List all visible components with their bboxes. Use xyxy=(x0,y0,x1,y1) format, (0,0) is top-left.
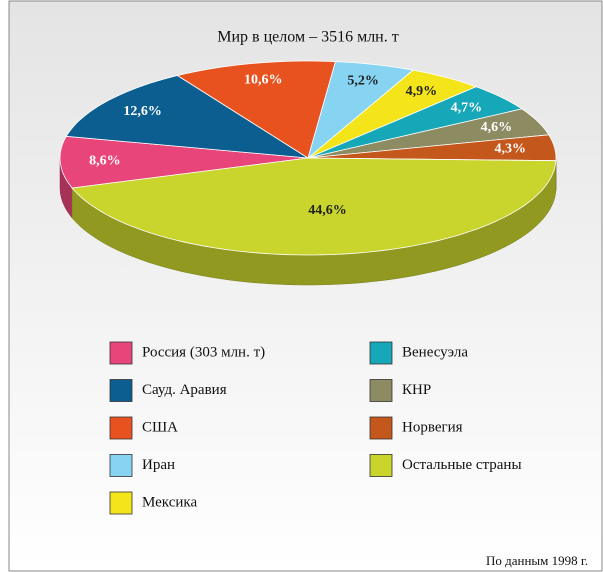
legend-swatch xyxy=(369,341,393,365)
chart-title: Мир в целом – 3516 млн. т xyxy=(217,29,398,46)
legend-swatch xyxy=(369,454,393,477)
legend-swatch xyxy=(369,416,393,440)
legend-label: КНР xyxy=(402,382,431,398)
legend-label: Венесуэла xyxy=(402,344,468,360)
legend-label: Россия (303 млн. т) xyxy=(142,344,265,360)
legend-swatch xyxy=(109,454,133,477)
legend-label: Мексика xyxy=(142,494,197,510)
slice xyxy=(307,69,478,159)
legend-swatch xyxy=(109,379,133,402)
legend-swatch xyxy=(109,416,133,440)
legend-label: Норвегия xyxy=(402,419,463,435)
legend-label: США xyxy=(142,419,178,435)
value-label: 5,2% xyxy=(347,74,379,89)
slice xyxy=(65,75,309,159)
source-note: По данным 1998 г. xyxy=(486,553,588,568)
slice xyxy=(176,60,337,159)
value-label: 8,6% xyxy=(89,154,121,169)
legend-label: Сауд. Аравия xyxy=(142,382,227,398)
value-label: 4,3% xyxy=(494,142,526,157)
slice xyxy=(307,134,557,162)
legend-swatch xyxy=(109,491,133,515)
slice xyxy=(71,157,557,256)
slice xyxy=(307,108,550,159)
value-label: 10,6% xyxy=(244,73,283,88)
legend-swatch xyxy=(109,341,133,365)
legend-swatch xyxy=(369,379,393,402)
slice xyxy=(307,86,523,159)
slice xyxy=(59,135,309,189)
value-label: 4,9% xyxy=(406,84,438,99)
value-label: 4,7% xyxy=(451,100,483,115)
slice xyxy=(307,61,415,160)
legend-label: Остальные страны xyxy=(402,457,522,473)
legend-label: Иран xyxy=(142,457,175,473)
value-label: 4,6% xyxy=(481,120,513,135)
value-label: 44,6% xyxy=(308,203,347,218)
value-label: 12,6% xyxy=(123,104,162,119)
